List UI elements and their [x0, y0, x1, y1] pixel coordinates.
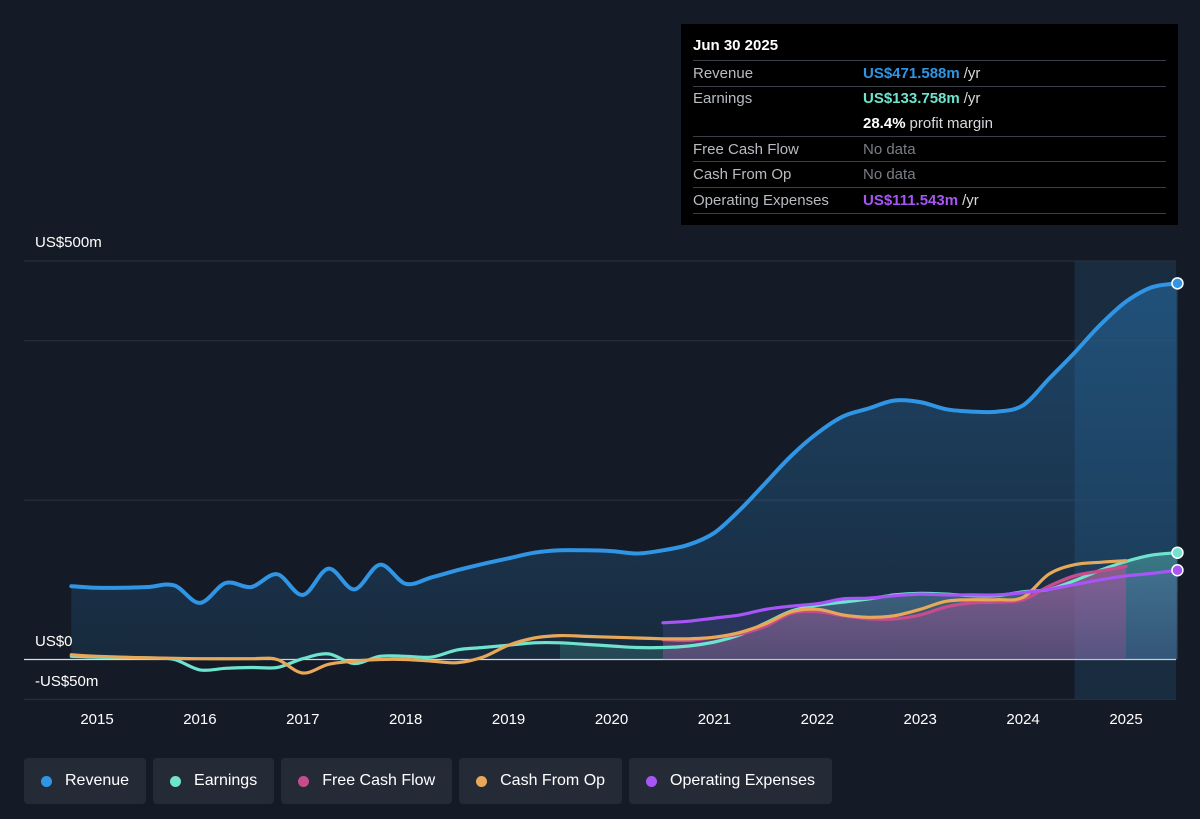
tooltip-value-opex: US$111.543m: [863, 191, 959, 209]
cash-from-op-line: [69, 559, 1128, 675]
legend-dot-free-cash-flow: [298, 775, 310, 787]
x-tick-label: 2022: [801, 711, 834, 728]
x-tick-label: 2023: [904, 711, 937, 728]
tooltip-unit: /yr: [963, 64, 981, 82]
legend-operating-expenses[interactable]: Operating Expenses: [629, 758, 833, 804]
y-axis-top-label: US$500m: [35, 234, 102, 251]
tooltip-value-fcf: No data: [863, 140, 916, 158]
x-tick-label: 2020: [595, 711, 628, 728]
earnings-end-point: [1171, 546, 1184, 559]
tooltip-row-margin: 28.4% profit margin: [693, 111, 1166, 136]
tooltip-row-fcf: Free Cash Flow No data: [693, 135, 1166, 162]
tooltip-date: Jun 30 2025: [693, 37, 779, 54]
tooltip-label: Earnings: [693, 90, 753, 108]
y-axis-bottom-label: -US$50m: [35, 673, 99, 690]
tooltip-panel: Jun 30 2025 Revenue US$471.588m /yr Earn…: [681, 24, 1178, 225]
x-tick-label: 2025: [1109, 711, 1142, 728]
revenue-area: [71, 283, 1178, 660]
tooltip-unit: profit margin: [909, 114, 993, 132]
legend-label: Earnings: [194, 772, 258, 789]
x-tick-label: 2015: [80, 711, 113, 728]
legend-label: Revenue: [65, 772, 130, 789]
legend-dot-operating-expenses: [646, 775, 658, 787]
y-axis-zero-label: US$0: [35, 633, 73, 650]
tooltip-unit: /yr: [963, 90, 981, 108]
tooltip-row-opex: Operating Expenses US$111.543m /yr: [693, 186, 1166, 214]
tooltip-row-cfo: Cash From Op No data: [693, 161, 1166, 187]
legend-label: Cash From Op: [500, 772, 606, 789]
tooltip-value-earnings: US$133.758m: [863, 90, 960, 108]
tooltip-row-earnings: Earnings US$133.758m /yr: [693, 85, 1166, 112]
legend-dot-earnings: [170, 775, 182, 787]
tooltip-unit: /yr: [962, 191, 979, 209]
x-tick-label: 2018: [389, 711, 422, 728]
tooltip-value-cfo: No data: [863, 166, 916, 184]
revenue-end-point: [1171, 277, 1184, 290]
revenue-line: [69, 281, 1180, 605]
legend-dot-revenue: [41, 775, 52, 787]
tooltip-row-revenue: Revenue US$471.588m /yr: [693, 60, 1166, 86]
x-tick-label: 2019: [492, 711, 525, 728]
x-tick-label: 2021: [698, 711, 731, 728]
free-cash-flow-area: [663, 566, 1126, 660]
legend-free-cash-flow[interactable]: Free Cash Flow: [281, 758, 453, 804]
x-tick-label: 2016: [183, 711, 216, 728]
tooltip-value-margin: 28.4%: [863, 114, 906, 132]
x-tick-label: 2024: [1006, 711, 1039, 728]
tooltip-label: Operating Expenses: [693, 191, 829, 209]
tooltip-value-revenue: US$471.588m: [863, 64, 960, 82]
operating-expenses-line: [661, 568, 1180, 625]
legend-cash-from-op[interactable]: Cash From Op: [459, 758, 623, 804]
legend-earnings[interactable]: Earnings: [153, 758, 275, 804]
tooltip-label: Cash From Op: [693, 166, 792, 184]
legend-revenue[interactable]: Revenue: [24, 758, 147, 804]
tooltip-label: Revenue: [693, 64, 754, 82]
tooltip-label: Free Cash Flow: [693, 140, 799, 158]
chart-legend: Revenue Earnings Free Cash Flow Cash Fro…: [24, 758, 833, 804]
legend-label: Free Cash Flow: [322, 772, 436, 789]
legend-dot-cash-from-op: [476, 775, 488, 787]
legend-label: Operating Expenses: [670, 772, 816, 789]
x-tick-label: 2017: [286, 711, 319, 728]
operating-expenses-end-point: [1171, 563, 1184, 577]
